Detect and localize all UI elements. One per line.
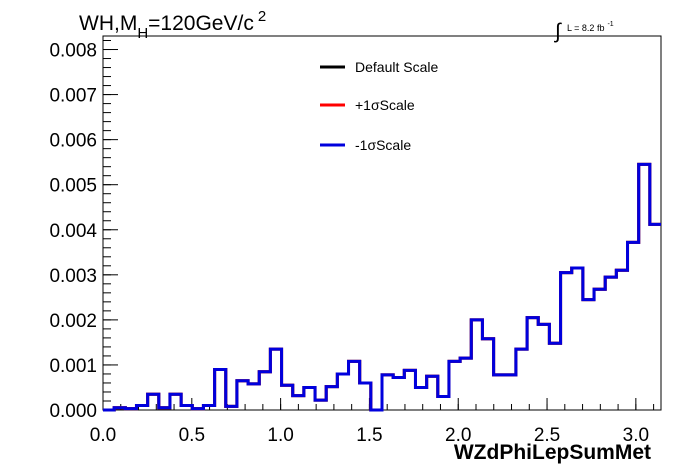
x-tick-label: 2.5 [534, 425, 560, 446]
legend-label-1: +1σScale [355, 97, 415, 113]
chart-title-subscript: H [137, 25, 148, 42]
legend-label-2: -1σScale [355, 137, 411, 153]
y-tick-label: 0.004 [49, 221, 97, 242]
y-tick-label: 0.002 [49, 311, 97, 332]
series-line-2 [103, 162, 661, 412]
legend: Default Scale +1σScale -1σScale [320, 59, 438, 153]
x-tick-label: 1.0 [267, 425, 293, 446]
y-tick-label: 0.007 [49, 86, 97, 107]
y-tick-label: 0.000 [49, 401, 97, 422]
series-layer [103, 162, 661, 412]
chart-title-suffix: =120GeV/c [148, 12, 254, 35]
lumi-text: L = 8.2 fb [567, 23, 604, 33]
lumi-label: L = 8.2 fb -1 [567, 21, 614, 33]
x-axis: 0.0 0.5 1.0 1.5 2.0 2.5 3.0 [90, 398, 655, 446]
y-tick-label: 0.005 [49, 176, 97, 197]
lumi-superscript: -1 [607, 21, 613, 28]
x-tick-label: 0.0 [90, 425, 116, 446]
x-tick-label: 3.0 [623, 425, 649, 446]
y-tick-label: 0.001 [49, 356, 97, 377]
y-tick-label: 0.006 [49, 131, 97, 152]
legend-label-0: Default Scale [355, 59, 438, 75]
chart-title-prefix: WH,M [79, 12, 137, 35]
y-tick-label: 0.008 [49, 41, 97, 62]
x-tick-label: 0.5 [179, 425, 205, 446]
y-tick-label: 0.003 [49, 266, 97, 287]
x-tick-label: 1.5 [356, 425, 382, 446]
x-tick-label: 2.0 [445, 425, 471, 446]
y-axis: 0.000 0.001 0.002 0.003 0.004 0.005 0.006 0.007… [49, 40, 118, 422]
lumi-integral-symbol: ∫ [554, 20, 562, 43]
chart-title: WH,MH=120GeV/c 2 [79, 8, 266, 42]
x-axis-label: WZdPhiLepSumMet [454, 441, 651, 464]
chart-title-superscript: 2 [258, 8, 266, 25]
